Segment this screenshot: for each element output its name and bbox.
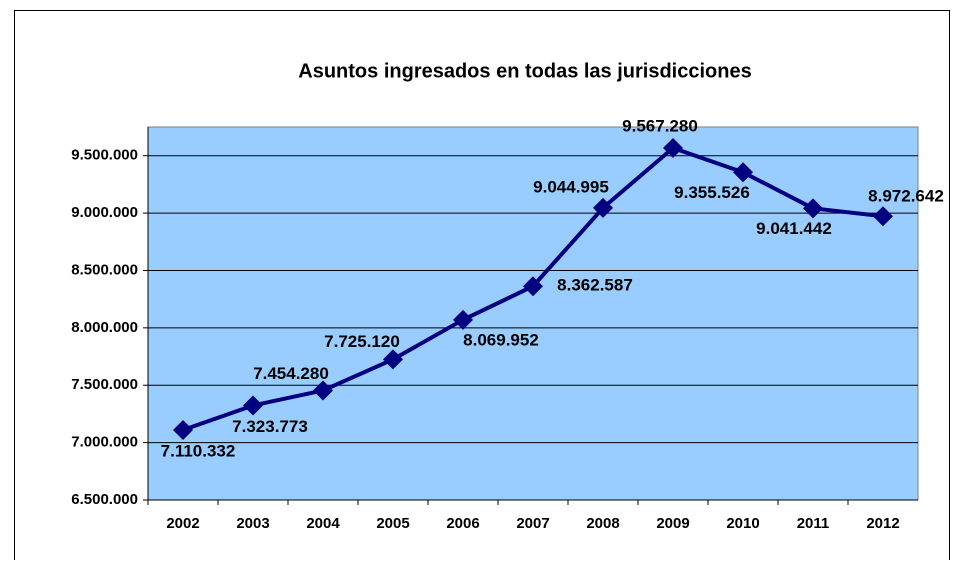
y-tick-label: 6.500.000 — [71, 491, 138, 508]
data-label: 9.567.280 — [622, 116, 698, 135]
x-tick-label: 2006 — [446, 515, 479, 532]
marker — [173, 419, 193, 440]
marker — [313, 380, 333, 401]
x-tick-label: 2008 — [586, 515, 619, 532]
x-tick-label: 2011 — [797, 515, 830, 532]
y-tick-label: 7.000.000 — [71, 434, 138, 451]
y-tick-label: 9.500.000 — [71, 147, 138, 164]
x-tick-label: 2009 — [656, 515, 689, 532]
y-tick-label: 9.000.000 — [71, 204, 138, 221]
marker — [803, 198, 823, 219]
y-tick-label: 8.000.000 — [71, 319, 138, 336]
x-tick-label: 2004 — [306, 515, 340, 532]
marker — [523, 276, 543, 297]
marker — [873, 206, 893, 227]
marker — [733, 162, 753, 183]
x-tick-label: 2007 — [516, 515, 549, 532]
data-label: 8.972.642 — [868, 187, 944, 206]
data-label: 9.355.526 — [674, 183, 750, 202]
data-label: 8.362.587 — [557, 276, 633, 295]
x-tick-label: 2002 — [166, 515, 199, 532]
x-tick-label: 2012 — [866, 515, 899, 532]
data-label: 7.725.120 — [324, 332, 400, 351]
y-tick-label: 8.500.000 — [71, 261, 138, 278]
x-tick-label: 2003 — [236, 515, 269, 532]
y-tick-label: 7.500.000 — [71, 376, 138, 393]
plot-area — [147, 126, 919, 501]
data-label: 7.110.332 — [161, 441, 236, 460]
marker — [243, 395, 263, 416]
marker — [383, 349, 403, 370]
data-label: 7.454.280 — [253, 364, 329, 383]
data-label: 9.041.442 — [756, 219, 832, 238]
marker — [593, 197, 613, 218]
data-label: 7.323.773 — [232, 417, 308, 436]
marker — [453, 309, 473, 330]
x-tick-label: 2005 — [376, 515, 409, 532]
chart-title: Asuntos ingresados en todas las jurisdic… — [298, 60, 751, 82]
x-tick-label: 2010 — [726, 515, 759, 532]
data-label: 9.044.995 — [533, 177, 609, 196]
data-label: 8.069.952 — [463, 330, 539, 349]
marker — [663, 137, 683, 158]
